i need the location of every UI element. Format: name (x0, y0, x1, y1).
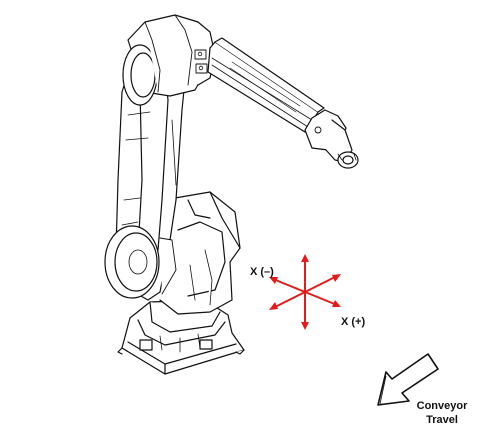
robot-shoulder-joint (104, 225, 177, 299)
axis-label-x-plus: X (+) (341, 316, 365, 328)
robot-forearm (207, 37, 325, 133)
robot-turret (159, 191, 241, 315)
robot-arm (104, 14, 359, 375)
conveyor-label-line-2: Travel (426, 414, 458, 426)
robot-elbow-joint (122, 14, 216, 106)
robot-wrist (304, 109, 359, 169)
conveyor-label-line-1: Conveyor (417, 400, 468, 412)
robot-base (117, 299, 245, 375)
axis-indicator (269, 254, 341, 330)
axis-label-x-minus: X (–) (250, 266, 274, 278)
arrow-down-left-icon (377, 353, 439, 406)
